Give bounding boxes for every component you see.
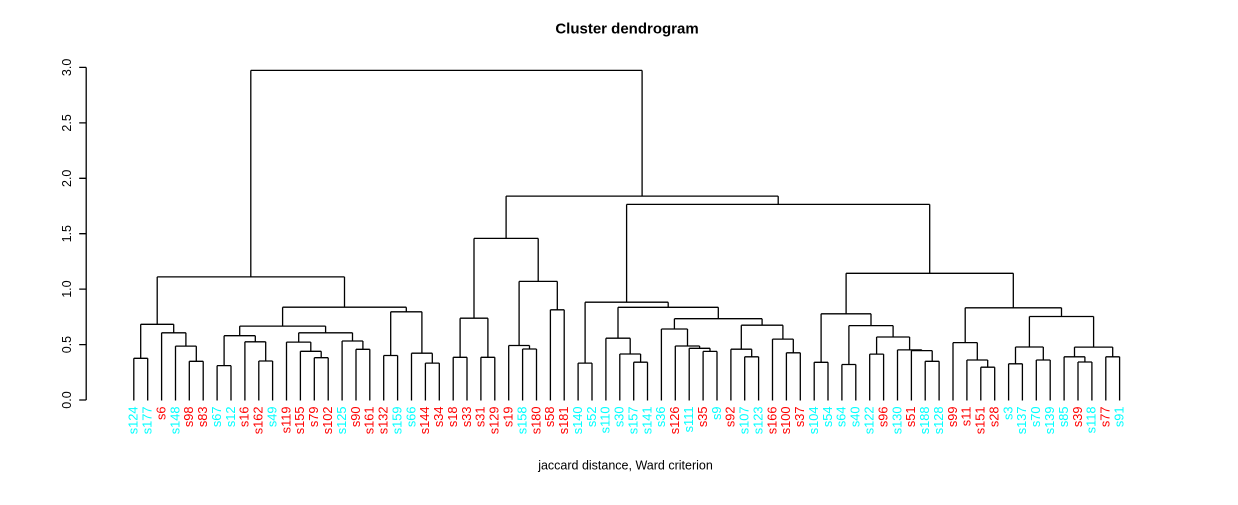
svg-text:2.0: 2.0 (60, 170, 74, 187)
svg-text:s51: s51 (903, 407, 918, 428)
svg-text:s99: s99 (945, 407, 960, 428)
svg-text:jaccard distance, Ward criteri: jaccard distance, Ward criterion (537, 458, 713, 472)
svg-text:s102: s102 (320, 407, 335, 435)
svg-text:s144: s144 (417, 407, 432, 435)
svg-text:s107: s107 (737, 407, 752, 435)
svg-text:s77: s77 (1098, 407, 1113, 428)
svg-text:s122: s122 (862, 407, 877, 435)
svg-text:s155: s155 (292, 407, 307, 435)
svg-text:s162: s162 (251, 407, 266, 435)
svg-text:s119: s119 (278, 407, 293, 434)
svg-text:s151: s151 (973, 407, 988, 435)
svg-text:s125: s125 (334, 407, 349, 435)
svg-text:s11: s11 (959, 407, 974, 427)
svg-text:s30: s30 (612, 407, 627, 428)
svg-text:1.5: 1.5 (60, 225, 74, 242)
svg-text:s100: s100 (778, 407, 793, 435)
svg-text:s96: s96 (875, 407, 890, 428)
svg-text:s31: s31 (473, 407, 488, 428)
svg-text:s6: s6 (153, 407, 168, 421)
svg-text:s54: s54 (820, 407, 835, 428)
svg-text:s141: s141 (639, 407, 654, 435)
svg-text:s177: s177 (140, 407, 155, 435)
svg-text:s36: s36 (653, 407, 668, 428)
svg-text:s128: s128 (931, 407, 946, 435)
svg-text:s52: s52 (584, 407, 599, 428)
svg-text:s64: s64 (834, 407, 849, 428)
svg-text:s16: s16 (237, 407, 252, 428)
svg-text:Cluster dendrogram: Cluster dendrogram (555, 21, 698, 38)
svg-text:s126: s126 (667, 407, 682, 435)
svg-text:s58: s58 (542, 407, 557, 428)
svg-text:s66: s66 (403, 407, 418, 428)
svg-text:s83: s83 (195, 407, 210, 428)
svg-text:s39: s39 (1070, 407, 1085, 428)
svg-text:s9: s9 (709, 407, 724, 421)
svg-text:s180: s180 (528, 407, 543, 435)
svg-text:s90: s90 (348, 407, 363, 428)
svg-text:0.0: 0.0 (60, 391, 74, 408)
svg-text:s124: s124 (126, 407, 141, 435)
svg-text:s35: s35 (695, 407, 710, 428)
svg-text:s34: s34 (431, 407, 446, 428)
svg-text:s91: s91 (1111, 407, 1126, 428)
svg-text:s159: s159 (389, 407, 404, 435)
svg-text:s118: s118 (1084, 407, 1099, 434)
svg-text:s37: s37 (792, 407, 807, 428)
svg-text:s111: s111 (681, 407, 696, 433)
svg-text:s18: s18 (445, 407, 460, 428)
svg-text:1.0: 1.0 (60, 280, 74, 297)
svg-text:s98: s98 (181, 407, 196, 428)
svg-text:s110: s110 (598, 407, 613, 434)
svg-text:s70: s70 (1028, 407, 1043, 428)
svg-text:s140: s140 (570, 407, 585, 435)
svg-text:s132: s132 (376, 407, 391, 435)
svg-text:0.5: 0.5 (60, 336, 74, 353)
svg-text:2.5: 2.5 (60, 114, 74, 131)
svg-text:s157: s157 (626, 407, 641, 435)
svg-text:s12: s12 (223, 407, 238, 428)
svg-text:s161: s161 (362, 407, 377, 435)
svg-text:s130: s130 (889, 407, 904, 435)
svg-text:s40: s40 (848, 407, 863, 428)
svg-text:s158: s158 (514, 407, 529, 435)
svg-text:s79: s79 (306, 407, 321, 428)
svg-text:s188: s188 (917, 407, 932, 435)
svg-text:s28: s28 (987, 407, 1002, 428)
svg-text:s33: s33 (459, 407, 474, 428)
svg-text:s19: s19 (501, 407, 516, 428)
svg-text:s148: s148 (167, 407, 182, 435)
svg-text:s139: s139 (1042, 407, 1057, 435)
svg-text:s3: s3 (1000, 407, 1015, 421)
svg-text:s166: s166 (764, 407, 779, 435)
svg-text:s181: s181 (556, 407, 571, 435)
svg-text:s123: s123 (750, 407, 765, 435)
svg-text:s137: s137 (1014, 407, 1029, 435)
svg-text:s129: s129 (487, 406, 502, 434)
svg-text:s49: s49 (264, 407, 279, 428)
svg-text:s104: s104 (806, 407, 821, 435)
svg-text:s92: s92 (723, 407, 738, 428)
svg-text:s85: s85 (1056, 407, 1071, 428)
svg-text:3.0: 3.0 (60, 59, 74, 76)
svg-text:s67: s67 (209, 407, 224, 428)
